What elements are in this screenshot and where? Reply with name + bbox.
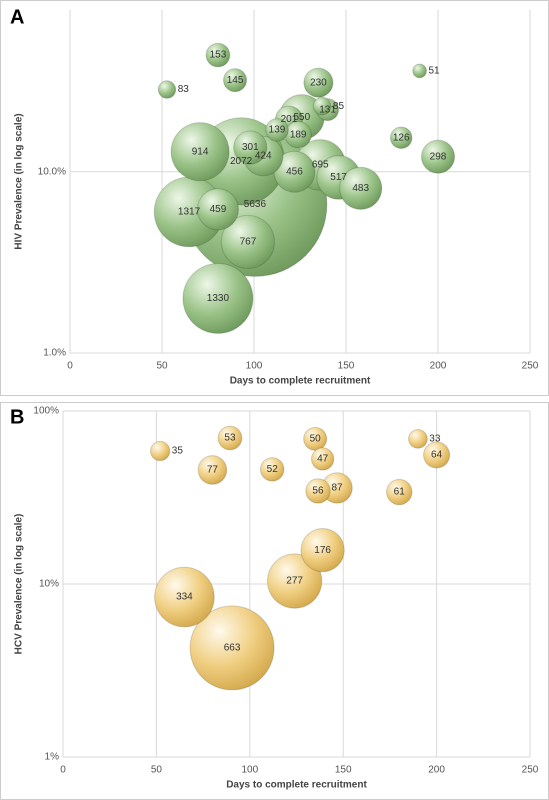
- data-label: 47: [317, 454, 329, 465]
- bubble: [408, 429, 428, 449]
- x-tick-label: 50: [156, 361, 168, 372]
- data-label: 695: [312, 160, 329, 171]
- data-label: 83: [178, 84, 190, 95]
- data-label: 301: [242, 142, 259, 153]
- bubble: [154, 566, 215, 628]
- data-label: 230: [310, 77, 327, 88]
- data-label: 456: [286, 166, 303, 177]
- bubble: [205, 42, 231, 68]
- data-label: 77: [207, 465, 219, 476]
- x-tick-label: 200: [428, 765, 445, 776]
- bubble: [339, 166, 383, 210]
- data-label: 517: [330, 172, 347, 183]
- bubble: [310, 447, 335, 471]
- x-tick-label: 250: [522, 765, 539, 776]
- y-axis-title: HCV Prevalence (in log scale): [14, 514, 25, 655]
- bubble: [412, 63, 427, 79]
- bubble: [259, 457, 285, 482]
- data-label: 2072: [230, 156, 253, 167]
- bubble: [303, 67, 334, 98]
- y-axis-title: HIV Prevalence (in log scale): [14, 113, 25, 249]
- bubble: [423, 441, 451, 469]
- bubble: [265, 118, 289, 142]
- data-label: 176: [314, 545, 331, 556]
- bubble: [217, 425, 243, 451]
- data-label: 483: [352, 183, 369, 194]
- data-label: 298: [430, 151, 447, 162]
- data-label: 424: [255, 151, 272, 162]
- bubble: [305, 478, 331, 504]
- bubble: [233, 130, 268, 165]
- data-label: 35: [172, 446, 184, 457]
- bubble: [303, 426, 328, 451]
- x-tick-label: 50: [151, 765, 163, 776]
- bubble: [389, 126, 413, 149]
- bubble: [197, 455, 228, 485]
- bubble: [266, 553, 323, 609]
- data-label: 51: [428, 66, 440, 77]
- bubble: [300, 527, 345, 573]
- data-label: 5636: [244, 199, 267, 210]
- data-label: 767: [240, 237, 257, 248]
- data-label: 914: [192, 146, 209, 157]
- data-label: 550: [293, 112, 310, 123]
- data-label: 1317: [178, 207, 201, 218]
- bubble: [420, 139, 456, 174]
- bubble: [149, 440, 171, 462]
- y-tick-label: 100%: [33, 406, 59, 417]
- bubble: [222, 68, 248, 93]
- data-label: 87: [331, 483, 343, 494]
- x-tick-label: 250: [522, 361, 539, 372]
- x-tick-label: 0: [60, 765, 66, 776]
- y-tick-label: 10%: [39, 579, 59, 590]
- x-axis-title: Days to complete recruitment: [226, 780, 367, 791]
- bubble: [170, 122, 230, 182]
- x-tick-label: 200: [430, 361, 447, 372]
- data-label: 52: [267, 464, 279, 475]
- data-label: 201: [281, 114, 298, 125]
- bubble: [220, 214, 275, 269]
- data-label: 277: [286, 576, 303, 587]
- data-label: 85: [333, 101, 345, 112]
- data-label: 663: [224, 643, 241, 654]
- panel-label: B: [10, 406, 24, 428]
- data-label: 334: [176, 592, 193, 603]
- x-axis-title: Days to complete recruitment: [230, 376, 371, 387]
- data-label: 33: [429, 434, 441, 445]
- data-label: 189: [290, 129, 307, 140]
- x-tick-label: 100: [241, 765, 258, 776]
- x-tick-label: 100: [246, 361, 263, 372]
- x-tick-label: 150: [338, 361, 355, 372]
- data-label: 459: [210, 204, 227, 215]
- data-label: 139: [269, 125, 286, 136]
- data-label: 64: [431, 450, 443, 461]
- bubble: [189, 605, 275, 691]
- data-label: 50: [310, 434, 322, 445]
- data-label: 53: [224, 433, 236, 444]
- y-tick-label: 1.0%: [43, 348, 66, 359]
- data-label: 126: [393, 132, 410, 143]
- bubble: [182, 262, 254, 334]
- x-tick-label: 0: [67, 361, 73, 372]
- data-label: 153: [210, 50, 227, 61]
- data-label: 56: [312, 486, 324, 497]
- y-tick-label: 1%: [45, 752, 60, 763]
- y-tick-label: 10.0%: [38, 166, 66, 177]
- bubble: [196, 188, 239, 231]
- bubble: [157, 80, 177, 99]
- bubble: [312, 96, 332, 116]
- x-tick-label: 150: [335, 765, 352, 776]
- data-label: 1330: [207, 293, 230, 304]
- data-label: 145: [227, 75, 244, 86]
- panel-label: A: [10, 6, 24, 28]
- data-label: 131: [319, 104, 336, 115]
- data-label: 61: [394, 487, 406, 498]
- bubble: [386, 478, 413, 506]
